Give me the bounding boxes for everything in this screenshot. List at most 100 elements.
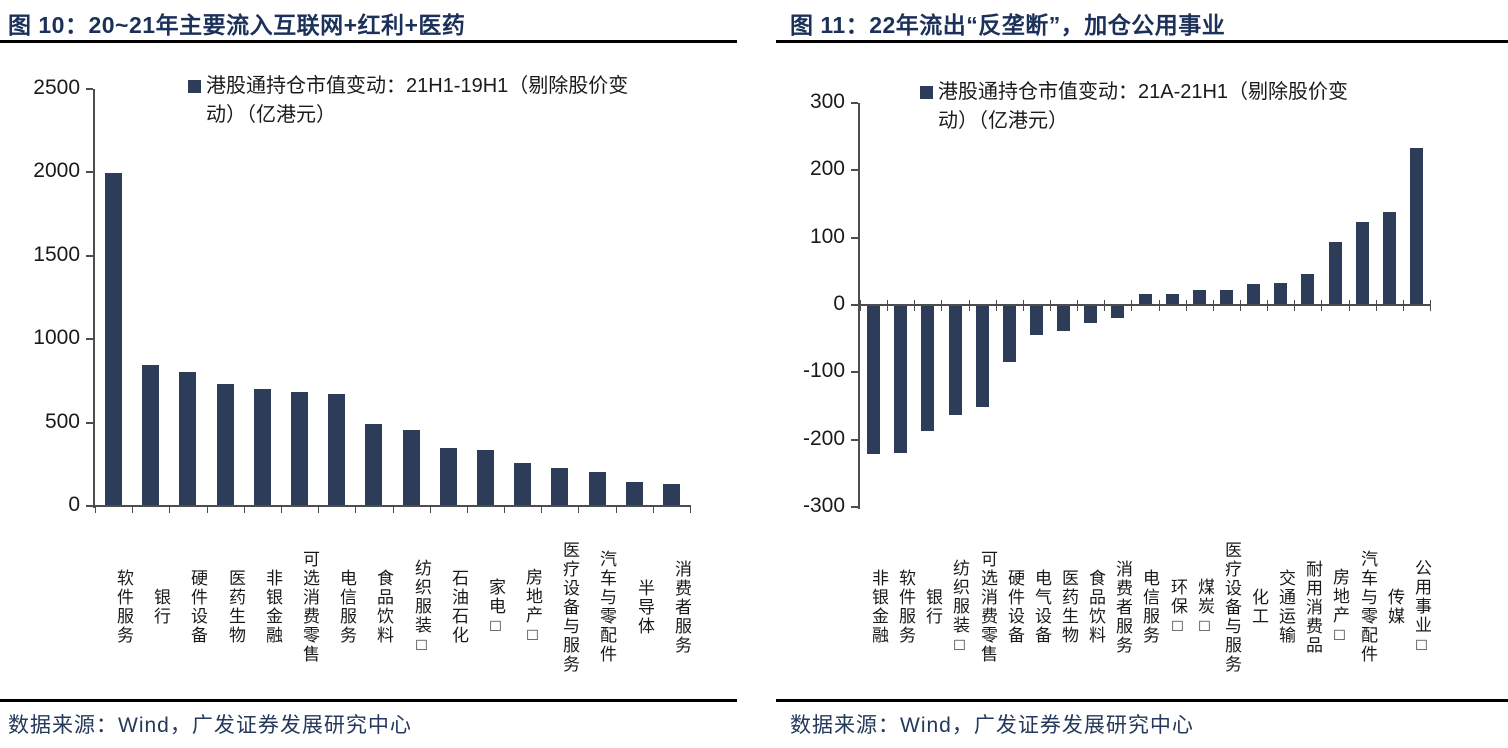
x-axis-tick	[1023, 300, 1024, 311]
x-axis-tick	[318, 505, 319, 513]
x-axis-tick	[887, 300, 888, 311]
x-label: 化工	[1249, 588, 1268, 626]
x-axis	[93, 505, 690, 507]
bar-银行	[921, 306, 934, 431]
x-axis-tick	[1104, 300, 1105, 311]
bar-石油石化	[440, 448, 457, 505]
figure-11-title: 图 11：22年流出“反垄断”，加仓公用事业	[790, 12, 1226, 38]
bar-医药生物	[217, 384, 234, 505]
x-axis-tick	[1213, 300, 1214, 311]
y-axis-tick	[851, 237, 858, 239]
x-axis-tick	[1159, 300, 1160, 311]
y-axis-tick	[86, 338, 93, 340]
legend-marker-icon	[188, 80, 201, 93]
figure-10-panel: 图 10：20~21年主要流入互联网+红利+医药 0 500 1000 1500 200…	[0, 12, 737, 737]
y-tick-label: 300	[809, 90, 845, 113]
x-axis-tick	[207, 505, 208, 513]
x-label: 硬件设备	[188, 569, 207, 645]
x-label: 电气设备	[1032, 569, 1051, 645]
x-label: 医药生物	[226, 569, 245, 645]
x-label: 公用事业□	[1412, 558, 1431, 656]
x-axis-tick	[467, 505, 468, 513]
y-axis-tick	[851, 169, 858, 171]
legend-label: 港股通持仓市值变动：21H1-19H1（剔除股价变动）（亿港元）	[206, 75, 629, 126]
x-label: 电信服务	[337, 569, 356, 645]
y-axis-tick	[851, 439, 858, 441]
x-label: 纺织服装□	[950, 558, 969, 656]
y-axis-tick	[86, 255, 93, 257]
y-axis	[858, 103, 860, 509]
y-tick-label: -100	[802, 359, 845, 382]
x-label: 银行	[151, 588, 170, 626]
y-axis-tick	[86, 505, 93, 507]
x-label: 石油石化	[449, 569, 468, 645]
x-axis-tick	[244, 505, 245, 513]
y-tick-label: -300	[802, 494, 845, 517]
x-axis-tick	[941, 300, 942, 311]
bar-医药生物	[1057, 306, 1070, 331]
x-axis-tick	[281, 505, 282, 513]
x-label: 交通运输	[1276, 569, 1295, 645]
y-axis-tick	[86, 422, 93, 424]
x-axis-tick	[914, 300, 915, 311]
source-rule	[776, 699, 1508, 702]
source-rule	[0, 699, 737, 702]
x-label: 环保□	[1168, 577, 1187, 637]
bar-公用事业□	[1410, 148, 1423, 304]
x-label: 电信服务	[1140, 569, 1159, 645]
y-tick-label: 0	[833, 292, 845, 315]
bar-医疗设备与服务	[551, 468, 568, 505]
bar-硬件设备	[179, 372, 196, 505]
legend: 港股通持仓市值变动：21H1-19H1（剔除股价变动）（亿港元）	[188, 72, 638, 130]
bar-耐用消费品	[1301, 274, 1314, 304]
title-rule	[0, 40, 737, 43]
x-axis-tick	[1050, 300, 1051, 311]
x-axis-tick	[95, 505, 96, 513]
x-axis-tick	[1376, 300, 1377, 311]
data-source: 数据来源：Wind，广发证券发展研究中心	[8, 714, 412, 737]
x-label: 可选消费零售	[300, 550, 319, 664]
x-axis-tick	[1294, 300, 1295, 311]
x-axis-tick	[430, 505, 431, 513]
x-label: 食品饮料	[1086, 569, 1105, 645]
x-label: 汽车与零配件	[597, 550, 616, 664]
x-label: 家电□	[486, 577, 505, 637]
x-label: 传媒	[1385, 588, 1404, 626]
x-axis-tick	[1267, 300, 1268, 311]
bar-可选消费零售	[976, 306, 989, 407]
bar-电气设备	[1030, 306, 1043, 335]
x-label: 银行	[923, 588, 942, 626]
x-label: 硬件设备	[1005, 569, 1024, 645]
x-label: 消费者服务	[672, 559, 691, 655]
bar-交通运输	[1274, 283, 1287, 304]
bar-食品饮料	[365, 424, 382, 505]
x-axis-tick	[616, 505, 617, 513]
y-tick-label: 500	[44, 410, 80, 433]
bar-汽车与零配件	[1356, 222, 1369, 304]
y-axis-tick	[86, 88, 93, 90]
x-label: 消费者服务	[1113, 559, 1132, 655]
x-label: 软件服务	[896, 569, 915, 645]
y-axis-tick	[851, 102, 858, 104]
bar-纺织服装□	[949, 306, 962, 415]
bar-软件服务	[105, 173, 122, 505]
x-label: 煤炭□	[1195, 577, 1214, 637]
bar-医疗设备与服务	[1220, 290, 1233, 304]
bar-半导体	[626, 482, 643, 505]
y-axis-tick	[86, 171, 93, 173]
x-axis-tick	[504, 505, 505, 513]
x-label: 非银金融	[263, 569, 282, 645]
x-label: 医疗设备与服务	[560, 540, 579, 674]
x-label: 可选消费零售	[978, 550, 997, 664]
bar-化工	[1247, 284, 1260, 304]
x-axis-tick	[1403, 300, 1404, 311]
x-label: 软件服务	[114, 569, 133, 645]
y-tick-label: -200	[802, 427, 845, 450]
y-tick-label: 1500	[33, 243, 80, 266]
x-axis-tick	[578, 505, 579, 513]
data-source: 数据来源：Wind，广发证券发展研究中心	[790, 714, 1194, 737]
x-axis	[858, 304, 1430, 306]
legend-label: 港股通持仓市值变动：21A-21H1（剔除股价变动）（亿港元）	[938, 81, 1349, 132]
bar-消费者服务	[663, 484, 680, 505]
x-axis-tick	[1430, 300, 1431, 311]
